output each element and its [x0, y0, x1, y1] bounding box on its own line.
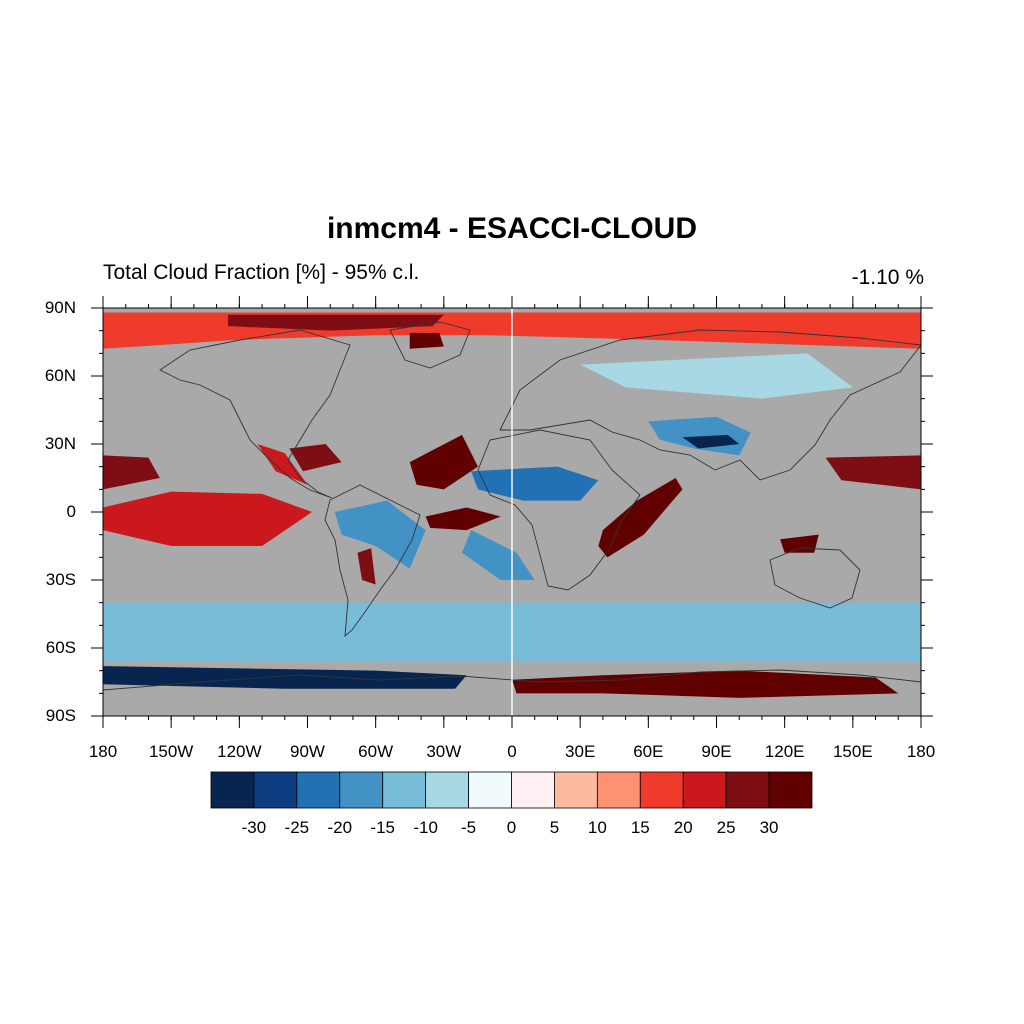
colorbar-swatch: [639, 771, 684, 809]
colorbar-label: 30: [759, 818, 779, 837]
field-region-central-america-red: [257, 444, 308, 485]
coastlines: [103, 321, 921, 691]
colorbar-swatch: [725, 771, 770, 809]
colorbar: [210, 771, 813, 809]
lat-tick-label: 90S: [45, 706, 76, 725]
colorbar-label: 0: [506, 818, 517, 837]
field-region-south-america-blue: [334, 500, 426, 569]
lon-tick-label: 120E: [764, 742, 805, 761]
eurasia-coast: [499, 329, 921, 481]
colorbar-swatch: [768, 771, 813, 809]
colorbar-swatch: [296, 771, 341, 809]
axis-ticks: [91, 296, 933, 728]
colorbar-label: -10: [413, 818, 438, 837]
colorbar-swatch: [339, 771, 384, 809]
greenland-coast: [389, 321, 471, 369]
chart-subtitle: Total Cloud Fraction [%] - 95% c.l.: [103, 261, 420, 284]
lat-tick-label: 60N: [44, 366, 76, 385]
colorbar-label: 15: [630, 818, 650, 837]
field-region-atlantic-north-red: [409, 434, 478, 490]
colorbar-swatch: [511, 771, 555, 809]
lat-tick-label: 90N: [44, 298, 76, 317]
lon-tick-label: 150W: [148, 742, 194, 761]
lon-tick-label: 60W: [358, 742, 394, 761]
colorbar-label: -20: [327, 818, 353, 837]
colorbar-label: 20: [673, 818, 693, 837]
colorbar-label: -30: [241, 818, 267, 837]
map-plot-area: [103, 308, 921, 716]
colorbar-swatch: [596, 771, 641, 809]
lon-tick-label: 180: [88, 742, 118, 761]
colorbar-label: -15: [370, 818, 395, 837]
global-mean-value: -1.10 %: [851, 266, 924, 289]
lat-tick-label: 0: [66, 502, 76, 521]
field-region-south-atlantic-blue: [462, 530, 535, 580]
colorbar-swatch: [468, 771, 512, 809]
field-region-north-africa-blue: [471, 466, 599, 501]
colorbar-swatch: [425, 771, 469, 809]
field-region-gulf-mexico: [289, 444, 342, 472]
antarctica-coast: [103, 669, 921, 691]
lon-tick-label: 120W: [217, 742, 262, 761]
colorbar-swatch: [554, 771, 598, 809]
field-region-pacific-north-red: [103, 455, 160, 490]
lon-tick-label: 150E: [832, 742, 873, 761]
field-region-equatorial-pacific-outer: [103, 491, 313, 546]
colorbar-label: -5: [461, 818, 477, 837]
field-region-tibet-blue: [682, 434, 740, 449]
field-region-asia-blue: [648, 416, 751, 456]
colorbar-label: 5: [549, 818, 560, 837]
lon-tick-label: 90E: [701, 742, 732, 761]
field-region-west-pacific-red: [825, 455, 921, 490]
south-america-coast: [324, 484, 421, 638]
chart-title: inmcm4 - ESACCI-CLOUD: [326, 212, 698, 245]
colorbar-label: 10: [587, 818, 607, 837]
field-region-argentina-red: [357, 548, 376, 585]
field-region-antarctic-red: [512, 670, 899, 698]
field-region-arctic-canada: [227, 314, 444, 331]
field-region-atlantic-eq-red: [425, 507, 501, 531]
lat-tick-label: 30N: [44, 434, 76, 453]
colorbar-swatch: [382, 771, 427, 809]
field-region-siberia-blue: [580, 353, 853, 399]
lon-tick-label: 60E: [633, 742, 664, 761]
colorbar-swatch: [682, 771, 727, 809]
lon-tick-label: 90W: [290, 742, 325, 761]
colorbar-swatch: [210, 771, 255, 809]
lon-tick-label: 180: [906, 742, 936, 761]
colorbar-label: -25: [284, 818, 310, 837]
lon-tick-label: 30W: [426, 742, 462, 761]
colorbar-label: 25: [716, 818, 736, 837]
colorbar-swatch: [253, 771, 298, 809]
lat-tick-label: 60S: [45, 638, 76, 657]
lat-tick-label: 30S: [45, 570, 76, 589]
australia-coast: [769, 547, 861, 609]
field-region-east-africa-red: [598, 478, 683, 558]
north-america-coast: [159, 329, 351, 499]
africa-coast: [477, 429, 641, 591]
lon-tick-label: 30E: [565, 742, 596, 761]
lon-tick-label: 0: [507, 742, 517, 761]
field-region-antarctic-coast-blue: [103, 666, 467, 689]
field-region-greenland-red: [409, 332, 444, 349]
